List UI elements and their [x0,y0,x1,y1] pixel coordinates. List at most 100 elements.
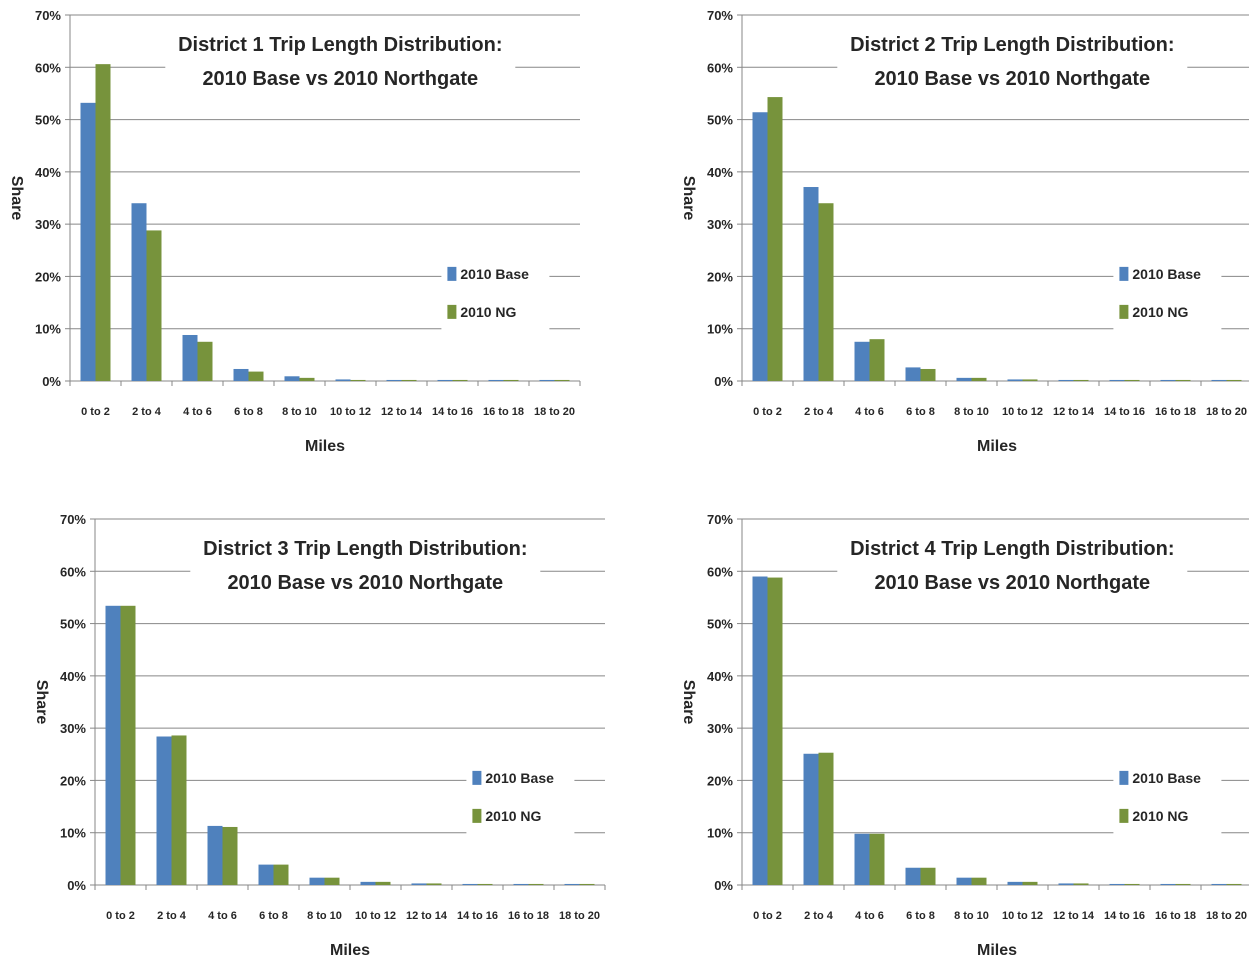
y-tick-label: 70% [60,512,86,527]
bar-base [956,377,972,381]
x-tick-label: 2 to 4 [804,406,834,418]
legend-backdrop [441,257,550,332]
bar-ng [503,379,519,381]
bar-base [1007,881,1023,885]
y-axis-title: Share [680,680,697,725]
bar-ng [197,341,213,381]
legend-swatch [447,304,457,319]
chart-panel-1: 0% 10% 20% 30% 40% 50% 60% 70% 0 to 2 2 to 4 4 to … [0,0,581,457]
chart-title-line: District 2 Trip Length Distribution: [850,34,1174,56]
x-tick-label: 10 to 12 [1002,406,1043,418]
x-tick-label: 8 to 10 [307,910,342,922]
bar-ng [1226,883,1242,885]
bar-base [233,368,249,381]
bar-base [309,877,325,885]
x-tick-label: 6 to 8 [234,406,263,418]
y-tick-label: 70% [707,8,733,23]
bar-base [488,379,504,381]
bar-ng [273,864,289,885]
chart-title-line: District 1 Trip Length Distribution: [178,34,502,56]
y-tick-label: 70% [35,8,61,23]
legend-backdrop [466,761,575,836]
bar-ng [477,883,493,885]
x-tick-label: 2 to 4 [157,910,187,922]
x-tick-label: 4 to 6 [855,406,884,418]
legend-swatch [472,770,482,785]
x-tick-label: 6 to 8 [906,406,935,418]
chart-panel-3: 0% 10% 20% 30% 40% 50% 60% 70% 0 to 2 2 to 4 4 to … [0,505,606,962]
bar-ng [767,97,783,382]
y-tick-label: 20% [60,773,86,788]
y-tick-label: 30% [35,217,61,232]
bar-base [80,102,96,381]
legend-swatch [1119,304,1129,319]
x-tick-label: 14 to 16 [457,910,498,922]
x-tick-label: 12 to 14 [1053,406,1095,418]
x-tick-label: 10 to 12 [355,910,396,922]
chart-svg: 0% 10% 20% 30% 40% 50% 60% 70% 0 to 2 2 to 4 4 to … [8,8,581,455]
x-tick-label: 12 to 14 [1053,910,1095,922]
y-tick-label: 50% [707,617,733,632]
chart-title-line: 2010 Base vs 2010 Northgate [202,68,478,90]
bar-base [803,187,819,381]
x-tick-label: 12 to 14 [381,406,423,418]
bar-base [1109,883,1125,885]
y-tick-label: 10% [60,826,86,841]
y-tick-label: 50% [35,113,61,128]
bar-ng [426,883,442,885]
legend-label: 2010 Base [485,770,554,786]
x-tick-label: 14 to 16 [1104,406,1145,418]
x-tick-label: 16 to 18 [508,910,549,922]
bar-base [1211,379,1227,381]
y-tick-label: 50% [60,617,86,632]
chart-title-line: 2010 Base vs 2010 Northgate [874,68,1150,90]
x-tick-label: 16 to 18 [483,406,524,418]
chart-svg: 0% 10% 20% 30% 40% 50% 60% 70% 0 to 2 2 to 4 4 to … [680,512,1249,959]
bar-base [905,867,921,885]
bar-ng [1226,379,1242,381]
x-tick-label: 0 to 2 [753,910,782,922]
legend-label: 2010 Base [460,266,529,282]
x-tick-label: 0 to 2 [81,406,110,418]
legend-swatch [447,266,457,281]
y-tick-label: 0% [714,374,733,389]
y-tick-label: 40% [60,669,86,684]
x-tick-label: 8 to 10 [954,406,989,418]
bar-ng [528,883,544,885]
bar-base [539,379,555,381]
title-backdrop [190,531,541,603]
y-tick-label: 20% [707,269,733,284]
bar-ng [1073,379,1089,381]
x-tick-label: 2 to 4 [804,910,834,922]
bar-ng [1124,883,1140,885]
bar-base [437,379,453,381]
legend-backdrop [1113,257,1222,332]
chart-panel-4: 0% 10% 20% 30% 40% 50% 60% 70% 0 to 2 2 to 4 4 to … [670,505,1249,962]
legend-swatch [472,808,482,823]
chart-title-line: District 3 Trip Length Distribution: [203,538,527,560]
bar-base [207,825,223,885]
y-tick-label: 40% [707,165,733,180]
bar-ng [869,833,885,885]
bar-ng [1022,881,1038,885]
bar-base [1160,379,1176,381]
x-tick-label: 18 to 20 [1206,406,1247,418]
x-tick-label: 6 to 8 [906,910,935,922]
bar-ng [818,203,834,381]
x-tick-label: 16 to 18 [1155,910,1196,922]
x-tick-label: 16 to 18 [1155,406,1196,418]
bar-ng [767,577,783,885]
bar-base [854,341,870,381]
bar-base [182,334,198,381]
bar-base [1007,379,1023,381]
x-tick-label: 18 to 20 [1206,910,1247,922]
x-tick-label: 6 to 8 [259,910,288,922]
y-tick-label: 10% [707,322,733,337]
bar-base [462,883,478,885]
x-tick-label: 8 to 10 [282,406,317,418]
chart-title-line: District 4 Trip Length Distribution: [850,538,1174,560]
x-tick-label: 2 to 4 [132,406,162,418]
x-tick-label: 18 to 20 [534,406,575,418]
y-tick-label: 0% [67,878,86,893]
